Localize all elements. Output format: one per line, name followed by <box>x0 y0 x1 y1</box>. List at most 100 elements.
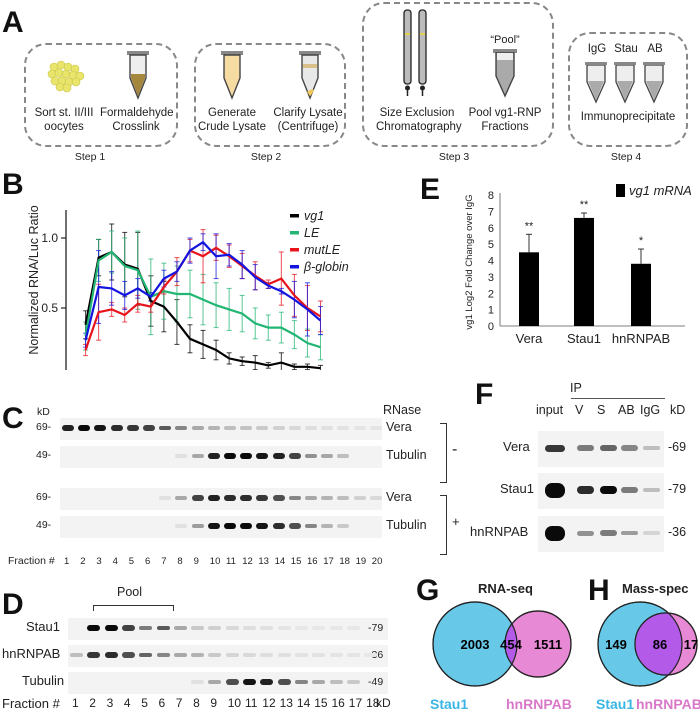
step4-label: Step 4 <box>610 151 642 163</box>
d-band <box>329 653 343 657</box>
step2-item2-text: Clarify Lysate (Centrifuge) <box>273 107 343 134</box>
d-band <box>173 626 187 630</box>
h-left-only: 149 <box>605 637 627 652</box>
b-legend-label: LE <box>304 226 320 240</box>
d-band <box>156 652 170 658</box>
step3-label: Step 3 <box>438 151 470 163</box>
d-band <box>139 652 153 658</box>
c-blot-strip <box>60 446 382 468</box>
c-band <box>256 426 269 430</box>
d-fraction-number: 4 <box>123 696 131 710</box>
tube-centrifuge-icon <box>299 51 321 100</box>
d-band <box>260 653 274 657</box>
d-protein-label: Stau1 <box>26 619 60 634</box>
f-ip-label: IP <box>570 381 582 395</box>
d-band <box>346 680 360 684</box>
d-band <box>364 653 378 657</box>
f-column-header: IgG <box>640 403 661 417</box>
d-band <box>104 652 118 658</box>
c-fraction-number: 1 <box>64 556 70 567</box>
e-ytick-label: 5 <box>488 239 494 251</box>
d-band <box>294 653 308 657</box>
f-band <box>577 486 594 494</box>
d-fraction-number: 16 <box>331 696 345 710</box>
c-band <box>305 426 317 430</box>
b-ytick-label: 0.5 <box>41 301 58 315</box>
d-band <box>191 653 205 657</box>
c-band <box>321 524 334 528</box>
c-fraction-number: 10 <box>209 556 221 567</box>
g-left-only: 2003 <box>461 637 490 652</box>
d-band <box>294 679 308 685</box>
c-band <box>62 425 74 431</box>
e-significance: ** <box>525 220 534 232</box>
c-band <box>353 426 366 430</box>
e-ytick-label: 8 <box>488 190 494 202</box>
sec-columns-icon <box>403 9 427 96</box>
c-fraction-number: 18 <box>339 556 350 567</box>
d-band <box>277 653 291 657</box>
b-legend-label: β-globin <box>303 260 349 274</box>
d-band <box>260 626 274 630</box>
c-band <box>159 425 172 431</box>
c-band <box>321 496 334 500</box>
f-band <box>600 486 617 494</box>
d-kd-marker: -79 <box>368 622 384 634</box>
f-protein-label: hnRNPAB <box>470 524 529 539</box>
f-protein-label: Vera <box>503 439 530 454</box>
d-band <box>346 653 360 657</box>
d-band <box>208 626 222 630</box>
step4-box <box>568 32 688 147</box>
c-kd-marker: 69- <box>36 421 52 433</box>
panel-label-d: D <box>2 588 24 621</box>
step2-label: Step 2 <box>250 151 282 163</box>
g-left-name: Stau1 <box>430 696 469 712</box>
f-kd-marker: -69 <box>668 440 687 454</box>
panel-label-e: E <box>420 173 441 206</box>
e-ytick-label: 6 <box>488 223 494 235</box>
d-band <box>87 652 101 658</box>
c-band <box>337 524 350 528</box>
step1-item1-text: Sort st. II/III oocytes <box>34 107 94 134</box>
c-blot-strip <box>60 488 382 510</box>
d-fraction-number: 3 <box>106 696 114 710</box>
step2-box <box>194 43 346 147</box>
c-band <box>240 453 253 459</box>
c-band <box>353 496 366 500</box>
d-fraction-number: 7 <box>175 696 183 710</box>
c-band <box>143 425 155 431</box>
d-band <box>243 653 256 657</box>
c-band <box>321 426 334 430</box>
c-protein-label: Vera <box>386 490 412 504</box>
d-band <box>139 625 153 631</box>
d-band <box>329 680 343 684</box>
b-line-3 <box>84 240 322 341</box>
d-band <box>121 625 135 631</box>
c-band <box>207 523 220 529</box>
c-band <box>191 495 204 501</box>
h-title: Mass-spec <box>622 581 689 596</box>
c-fraction-number: 3 <box>96 556 102 567</box>
f-band <box>643 446 660 450</box>
d-fraction-number: 12 <box>262 696 276 710</box>
c-fraction-number: 5 <box>128 556 135 567</box>
d-band <box>208 680 222 684</box>
c-band <box>288 495 301 501</box>
c-band <box>175 496 188 500</box>
c-fraction-number: 9 <box>193 556 199 567</box>
c-rnase-minus: - <box>452 441 458 458</box>
c-band <box>337 454 350 458</box>
step1-label: Step 1 <box>74 151 106 163</box>
c-bracket-plus <box>440 495 447 555</box>
c-fraction-number: 16 <box>307 556 318 567</box>
f-kd-marker: -36 <box>668 525 687 539</box>
e-ytick-label: 1 <box>488 305 494 317</box>
c-fraction-number: 11 <box>226 556 236 567</box>
f-band <box>643 531 660 535</box>
step1-item2-text: Formaldehyde Crosslink <box>100 107 174 134</box>
d-band <box>70 653 83 657</box>
d-fraction-number: 13 <box>279 696 293 710</box>
step3-box <box>362 2 554 147</box>
d-band <box>260 679 274 685</box>
d-band <box>346 626 360 630</box>
